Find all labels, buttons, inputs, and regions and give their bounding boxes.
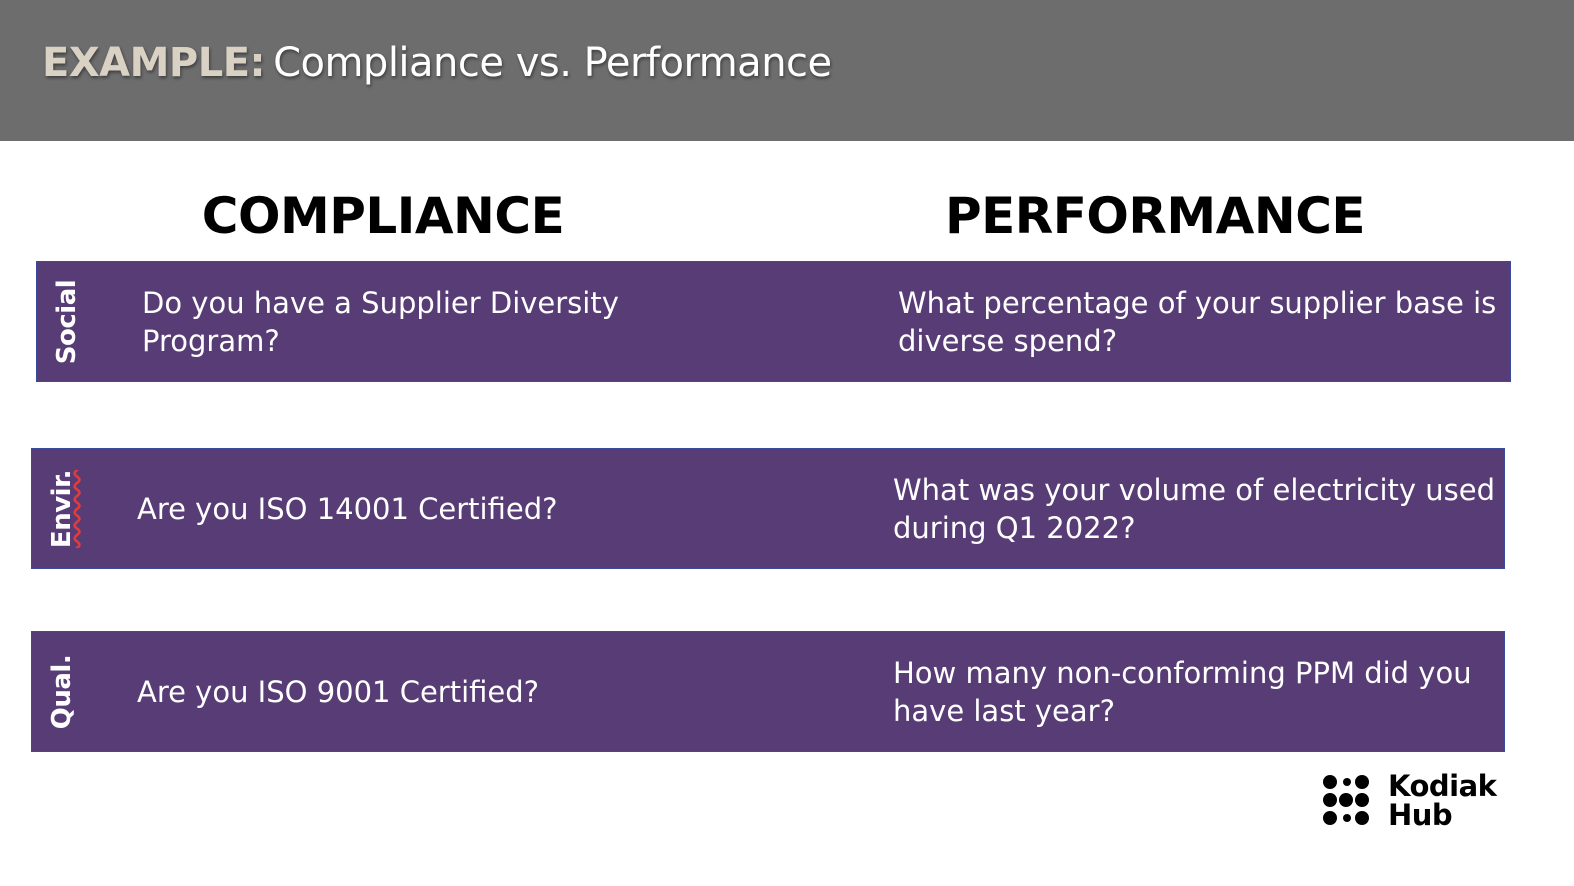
compliance-heading: COMPLIANCE	[201, 187, 565, 245]
title-text: Compliance vs. Performance	[273, 40, 832, 86]
row-label-qual: Qual.	[47, 654, 78, 729]
performance-question: What percentage of your supplier base is…	[898, 285, 1497, 358]
environmental-row: Envir. Are you ISO 14001 Certified? What…	[31, 448, 1505, 569]
logo-dots-icon	[1323, 775, 1369, 825]
kodiak-hub-logo: Kodiak Hub	[1321, 772, 1511, 832]
performance-question: What was your volume of electricity used…	[893, 472, 1496, 545]
performance-heading: PERFORMANCE	[944, 187, 1366, 245]
logo-text: Kodiak Hub	[1388, 769, 1497, 832]
row-label-social: Social	[52, 279, 82, 364]
quality-row: Qual. Are you ISO 9001 Certified? How ma…	[31, 631, 1505, 752]
row-label-container: Social	[37, 262, 97, 381]
title-bar: EXAMPLE: Compliance vs. Performance	[0, 0, 1574, 141]
row-label-envir: Envir.	[47, 469, 77, 548]
row-label-container: Qual.	[32, 632, 92, 751]
performance-question: How many non-conforming PPM did you have…	[893, 655, 1472, 728]
title-prefix: EXAMPLE:	[42, 40, 266, 86]
social-row: Social Do you have a Supplier Diversity …	[36, 261, 1511, 382]
logo-text-line2: Hub	[1388, 798, 1453, 832]
logo-text-line1: Kodiak	[1388, 769, 1497, 803]
slide-title: EXAMPLE: Compliance vs. Performance	[42, 40, 832, 86]
row-label-container: Envir.	[32, 449, 92, 568]
compliance-question: Do you have a Supplier Diversity Program…	[142, 285, 619, 358]
compliance-question: Are you ISO 14001 Certified?	[137, 491, 558, 526]
compliance-question: Are you ISO 9001 Certified?	[137, 674, 540, 709]
